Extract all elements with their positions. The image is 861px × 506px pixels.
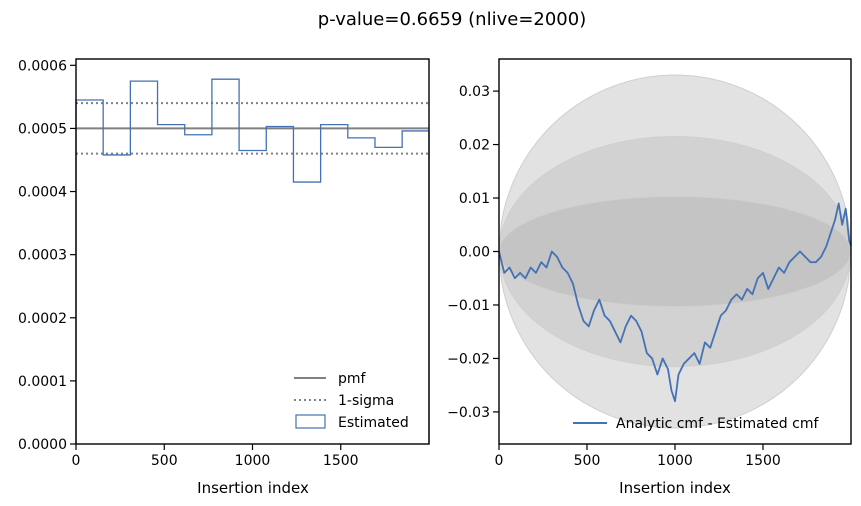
legend-estimated-label: Estimated <box>338 415 409 431</box>
legend-estimated-swatch <box>295 414 326 429</box>
figure-title: p-value=0.6659 (nlive=2000) <box>318 9 586 30</box>
legend-pmf-label: pmf <box>338 371 367 387</box>
right-ytick-label: 0.01 <box>459 191 490 207</box>
right-xtick-label: 500 <box>574 453 601 469</box>
left-axes: 0 500 1000 1500 0.0000 0.0001 0.0002 0.0003 0.00… <box>18 58 430 469</box>
left-xlabel: Insertion index <box>197 479 309 497</box>
right-plot-area <box>498 74 852 429</box>
legend-cmf-label: Analytic cmf - Estimated cmf <box>616 416 819 432</box>
left-frame <box>75 58 430 445</box>
left-plot-area <box>75 78 430 444</box>
left-chart: 0 500 1000 1500 0.0000 0.0001 0.0002 0.0003 0.00… <box>18 58 430 497</box>
right-ytick-label: 0.02 <box>459 138 490 154</box>
left-ytick-label: 0.0002 <box>18 311 67 327</box>
left-ytick-label: 0.0006 <box>18 58 67 74</box>
right-xtick-label: 1000 <box>657 453 693 469</box>
left-ytick-label: 0.0001 <box>18 374 67 390</box>
left-ytick-label: 0.0004 <box>18 185 67 201</box>
right-chart: 0 500 1000 1500 −0.03 −0.02 −0.01 0.00 0.01 0.02 0… <box>447 58 852 497</box>
left-ytick-label: 0.0003 <box>18 248 67 264</box>
left-xtick-label: 0 <box>72 453 81 469</box>
right-ytick-label: −0.01 <box>447 298 490 314</box>
legend-sigma-label: 1-sigma <box>338 393 394 409</box>
right-legend: Analytic cmf - Estimated cmf <box>573 416 819 432</box>
right-ytick-label: 0.03 <box>459 84 490 100</box>
left-legend: pmf 1-sigma Estimated <box>294 371 409 431</box>
cmf-difference-line <box>498 202 852 403</box>
right-ytick-label: 0.00 <box>459 245 490 261</box>
right-ytick-label: −0.02 <box>447 351 490 367</box>
left-xtick-label: 500 <box>151 453 178 469</box>
right-axes: 0 500 1000 1500 −0.03 −0.02 −0.01 0.00 0.01 0.02 0… <box>447 58 852 469</box>
left-ytick-label: 0.0000 <box>18 437 67 453</box>
left-xtick-label: 1000 <box>235 453 271 469</box>
left-ytick-label: 0.0005 <box>18 121 67 137</box>
right-xlabel: Insertion index <box>619 479 731 497</box>
right-xtick-label: 0 <box>495 453 504 469</box>
estimated-histogram <box>75 78 430 444</box>
left-xtick-label: 1500 <box>323 453 359 469</box>
right-xtick-label: 1500 <box>745 453 781 469</box>
right-ytick-label: −0.03 <box>447 405 490 421</box>
